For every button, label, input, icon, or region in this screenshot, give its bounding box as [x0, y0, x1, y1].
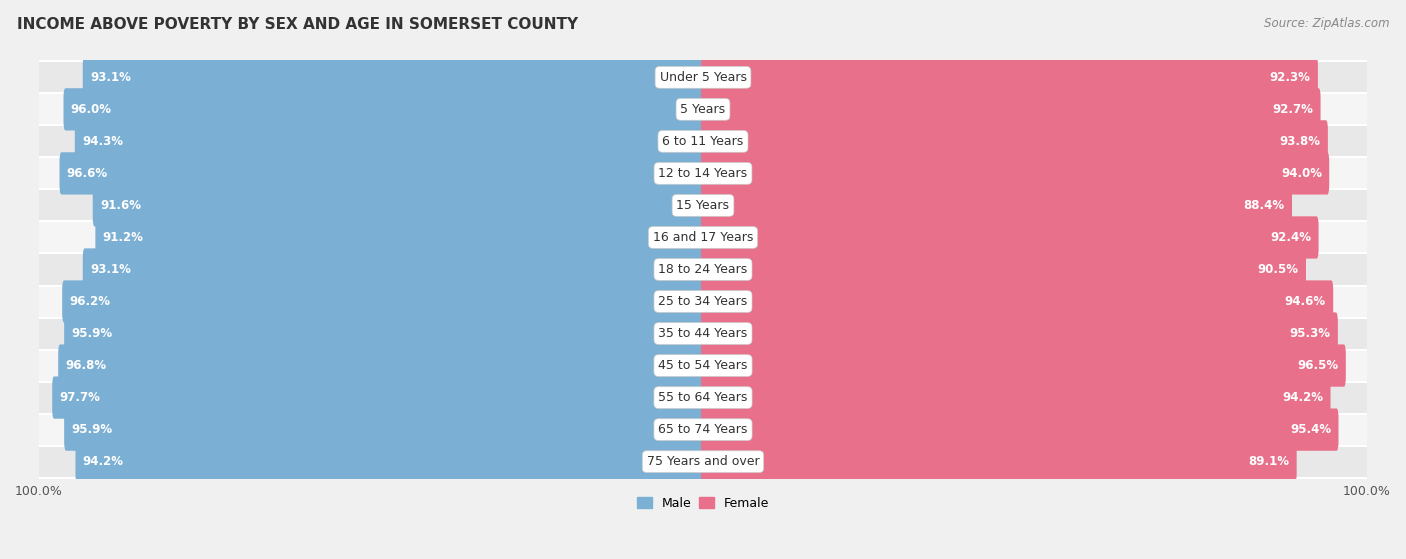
Text: 35 to 44 Years: 35 to 44 Years [658, 327, 748, 340]
Text: 94.3%: 94.3% [82, 135, 124, 148]
FancyBboxPatch shape [65, 312, 704, 354]
FancyBboxPatch shape [83, 56, 704, 98]
FancyBboxPatch shape [39, 221, 1367, 253]
Text: 55 to 64 Years: 55 to 64 Years [658, 391, 748, 404]
Text: 93.8%: 93.8% [1279, 135, 1320, 148]
Text: 91.2%: 91.2% [103, 231, 143, 244]
FancyBboxPatch shape [75, 120, 704, 163]
Text: 97.7%: 97.7% [59, 391, 100, 404]
Legend: Male, Female: Male, Female [631, 492, 775, 515]
FancyBboxPatch shape [39, 61, 1367, 93]
FancyBboxPatch shape [65, 409, 704, 451]
FancyBboxPatch shape [39, 382, 1367, 414]
Text: 5 Years: 5 Years [681, 103, 725, 116]
Text: 18 to 24 Years: 18 to 24 Years [658, 263, 748, 276]
FancyBboxPatch shape [39, 349, 1367, 382]
Text: 95.3%: 95.3% [1289, 327, 1330, 340]
Text: 96.8%: 96.8% [66, 359, 107, 372]
Text: 90.5%: 90.5% [1257, 263, 1299, 276]
FancyBboxPatch shape [39, 158, 1367, 190]
FancyBboxPatch shape [39, 318, 1367, 349]
FancyBboxPatch shape [702, 248, 1306, 291]
FancyBboxPatch shape [96, 216, 704, 259]
Text: 65 to 74 Years: 65 to 74 Years [658, 423, 748, 436]
FancyBboxPatch shape [702, 152, 1329, 195]
Text: 45 to 54 Years: 45 to 54 Years [658, 359, 748, 372]
Text: 95.4%: 95.4% [1291, 423, 1331, 436]
FancyBboxPatch shape [702, 344, 1346, 387]
FancyBboxPatch shape [39, 125, 1367, 158]
FancyBboxPatch shape [39, 446, 1367, 477]
Text: 6 to 11 Years: 6 to 11 Years [662, 135, 744, 148]
Text: INCOME ABOVE POVERTY BY SEX AND AGE IN SOMERSET COUNTY: INCOME ABOVE POVERTY BY SEX AND AGE IN S… [17, 17, 578, 32]
FancyBboxPatch shape [39, 93, 1367, 125]
FancyBboxPatch shape [63, 88, 704, 130]
Text: 95.9%: 95.9% [72, 423, 112, 436]
Text: 94.2%: 94.2% [1282, 391, 1323, 404]
FancyBboxPatch shape [52, 376, 704, 419]
FancyBboxPatch shape [702, 376, 1330, 419]
Text: 96.6%: 96.6% [67, 167, 108, 180]
Text: 94.0%: 94.0% [1281, 167, 1322, 180]
Text: 96.5%: 96.5% [1298, 359, 1339, 372]
FancyBboxPatch shape [702, 312, 1339, 354]
FancyBboxPatch shape [702, 281, 1333, 323]
Text: 92.4%: 92.4% [1270, 231, 1312, 244]
FancyBboxPatch shape [702, 120, 1327, 163]
Text: 88.4%: 88.4% [1243, 199, 1285, 212]
Text: 94.6%: 94.6% [1285, 295, 1326, 308]
Text: 95.9%: 95.9% [72, 327, 112, 340]
Text: 89.1%: 89.1% [1249, 455, 1289, 468]
Text: 16 and 17 Years: 16 and 17 Years [652, 231, 754, 244]
FancyBboxPatch shape [59, 152, 704, 195]
FancyBboxPatch shape [93, 184, 704, 226]
Text: 96.2%: 96.2% [69, 295, 111, 308]
Text: 25 to 34 Years: 25 to 34 Years [658, 295, 748, 308]
Text: 15 Years: 15 Years [676, 199, 730, 212]
Text: 96.0%: 96.0% [70, 103, 112, 116]
FancyBboxPatch shape [83, 248, 704, 291]
FancyBboxPatch shape [702, 440, 1296, 483]
FancyBboxPatch shape [39, 286, 1367, 318]
FancyBboxPatch shape [702, 56, 1317, 98]
FancyBboxPatch shape [58, 344, 704, 387]
Text: 93.1%: 93.1% [90, 71, 131, 84]
Text: 75 Years and over: 75 Years and over [647, 455, 759, 468]
FancyBboxPatch shape [76, 440, 704, 483]
Text: Under 5 Years: Under 5 Years [659, 71, 747, 84]
Text: Source: ZipAtlas.com: Source: ZipAtlas.com [1264, 17, 1389, 30]
FancyBboxPatch shape [62, 281, 704, 323]
Text: 91.6%: 91.6% [100, 199, 141, 212]
FancyBboxPatch shape [39, 414, 1367, 446]
Text: 94.2%: 94.2% [83, 455, 124, 468]
FancyBboxPatch shape [702, 88, 1320, 130]
FancyBboxPatch shape [702, 409, 1339, 451]
FancyBboxPatch shape [702, 216, 1319, 259]
Text: 92.3%: 92.3% [1270, 71, 1310, 84]
FancyBboxPatch shape [39, 190, 1367, 221]
Text: 92.7%: 92.7% [1272, 103, 1313, 116]
FancyBboxPatch shape [39, 253, 1367, 286]
Text: 93.1%: 93.1% [90, 263, 131, 276]
FancyBboxPatch shape [702, 184, 1292, 226]
Text: 12 to 14 Years: 12 to 14 Years [658, 167, 748, 180]
